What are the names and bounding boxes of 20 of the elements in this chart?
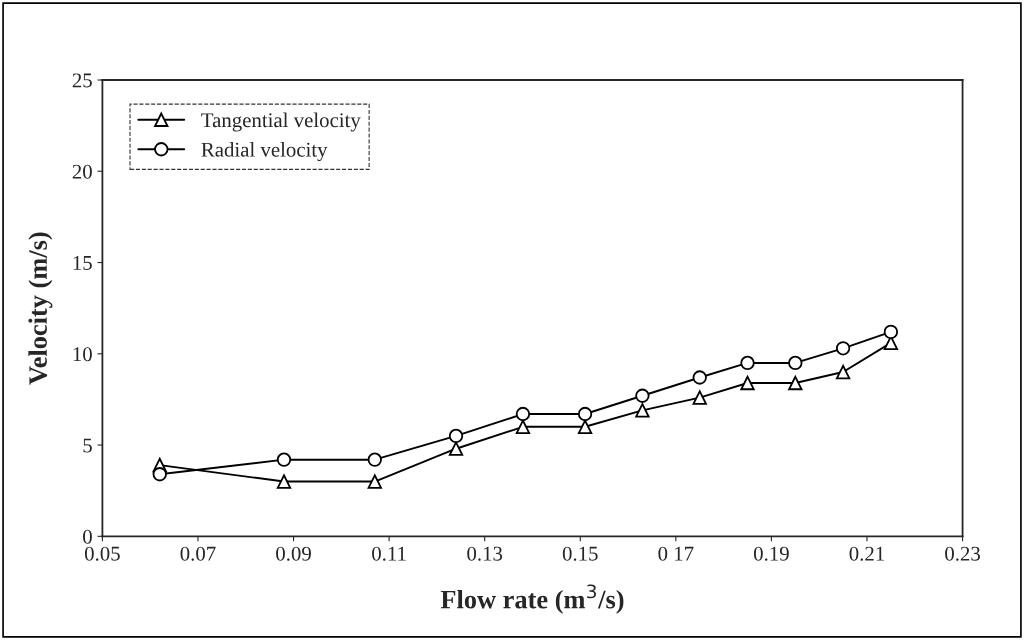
x-tick-label: 0.23 (945, 546, 980, 561)
x-tick-label: 0.07 (180, 546, 216, 561)
x-tick-label: 0.13 (467, 546, 503, 561)
y-axis-title: Velocity (m/s) (28, 232, 53, 385)
x-tick-label: 0.19 (753, 546, 789, 561)
y-tick-label: 10 (73, 347, 92, 362)
x-tick-label: 0.15 (562, 546, 598, 561)
x-tick-label: 0.21 (849, 546, 884, 561)
y-tick-label: 15 (73, 256, 92, 270)
x-tick-label: 0.05 (84, 546, 120, 561)
x-tick-label: 0.09 (276, 546, 311, 561)
y-tick-label: 0 (83, 529, 92, 544)
x-tick-label: 0.11 (372, 546, 406, 561)
legend-label: Radial velocity (201, 142, 328, 162)
legend-label: Tangential velocity (201, 112, 361, 132)
y-tick-label: 5 (83, 438, 92, 453)
y-tick-label: 20 (72, 164, 92, 179)
x-tick-label: 0 17 (658, 546, 694, 561)
x-axis-title: Flow rate (m$^{3}$/s) (440, 584, 624, 614)
y-tick-label: 25 (72, 73, 92, 88)
